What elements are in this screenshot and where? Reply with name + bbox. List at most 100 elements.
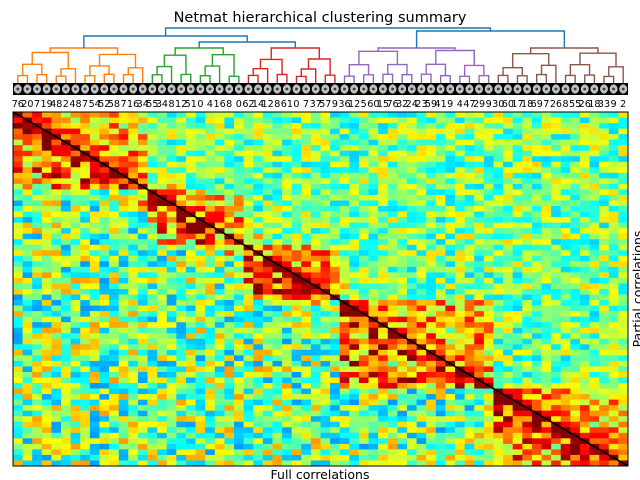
heatmap-cell bbox=[531, 333, 542, 340]
heatmap-cell bbox=[147, 344, 158, 351]
heatmap-cell bbox=[503, 410, 513, 417]
heatmap-cell bbox=[512, 112, 523, 118]
heatmap-cell bbox=[493, 460, 504, 467]
heatmap-cell bbox=[512, 377, 523, 384]
heatmap-cell bbox=[291, 255, 302, 262]
heatmap-cell bbox=[435, 366, 446, 373]
heatmap-cell bbox=[262, 454, 273, 461]
node-thumbnail bbox=[90, 84, 99, 94]
heatmap-cell bbox=[378, 123, 389, 129]
heatmap-cell bbox=[378, 394, 389, 400]
heatmap-cell bbox=[253, 294, 264, 301]
heatmap-cell bbox=[560, 222, 571, 229]
heatmap-cell bbox=[109, 239, 119, 246]
node-tick-label: 34 bbox=[156, 99, 168, 110]
heatmap-cell bbox=[243, 399, 254, 406]
heatmap-cell bbox=[128, 272, 139, 279]
heatmap-cell bbox=[214, 432, 225, 439]
heatmap-cell bbox=[22, 311, 33, 317]
heatmap-cell bbox=[253, 189, 264, 196]
heatmap-cell bbox=[416, 289, 427, 295]
heatmap-cell bbox=[493, 233, 504, 240]
heatmap-cell bbox=[387, 189, 398, 196]
heatmap-cell bbox=[32, 460, 43, 467]
heatmap-cell bbox=[474, 322, 485, 329]
heatmap-cell bbox=[243, 117, 254, 124]
heatmap-cell bbox=[618, 250, 629, 257]
heatmap-cell bbox=[109, 272, 119, 279]
heatmap-cell bbox=[618, 277, 629, 284]
node-tick-label: 55 bbox=[146, 99, 158, 110]
heatmap-cell bbox=[32, 300, 43, 306]
heatmap-cell bbox=[41, 338, 52, 345]
heatmap-cell bbox=[310, 194, 321, 201]
heatmap-cell bbox=[195, 454, 206, 461]
heatmap-cell bbox=[195, 123, 206, 129]
heatmap-cell bbox=[416, 145, 427, 152]
heatmap-cell bbox=[483, 117, 494, 124]
heatmap-cell bbox=[13, 305, 23, 312]
heatmap-cell bbox=[128, 183, 139, 190]
heatmap-cell bbox=[137, 206, 148, 212]
heatmap-cell bbox=[551, 399, 562, 406]
heatmap-cell bbox=[503, 454, 513, 461]
heatmap-cell bbox=[80, 189, 91, 196]
heatmap-cell bbox=[157, 283, 168, 290]
heatmap-cell bbox=[349, 394, 360, 400]
heatmap-cell bbox=[301, 233, 312, 240]
heatmap-cell bbox=[128, 327, 139, 334]
heatmap-cell bbox=[301, 377, 312, 384]
heatmap-cell bbox=[483, 394, 494, 400]
heatmap-cell bbox=[89, 194, 100, 201]
heatmap-cell bbox=[99, 349, 110, 356]
heatmap-cell bbox=[99, 233, 110, 240]
heatmap-cell bbox=[80, 194, 91, 201]
heatmap-cell bbox=[99, 211, 110, 218]
heatmap-cell bbox=[493, 344, 504, 351]
heatmap-cell bbox=[89, 460, 100, 467]
heatmap-cell bbox=[185, 206, 196, 212]
heatmap-cell bbox=[61, 244, 71, 251]
heatmap-cell bbox=[61, 250, 71, 257]
heatmap-cell bbox=[378, 338, 389, 345]
heatmap-cell bbox=[166, 139, 177, 146]
heatmap-cell bbox=[22, 239, 33, 246]
heatmap-cell bbox=[234, 289, 244, 295]
heatmap-cell bbox=[435, 311, 446, 317]
heatmap-cell bbox=[445, 410, 456, 417]
heatmap-cell bbox=[157, 333, 168, 340]
heatmap-cell bbox=[41, 250, 52, 257]
heatmap-cell bbox=[253, 377, 264, 384]
heatmap-cell bbox=[426, 294, 437, 301]
heatmap-cell bbox=[195, 377, 206, 384]
heatmap-cell bbox=[406, 289, 417, 295]
heatmap-cell bbox=[551, 117, 562, 124]
heatmap-cell bbox=[570, 145, 581, 152]
heatmap-cell bbox=[205, 305, 216, 312]
heatmap-cell bbox=[589, 266, 600, 273]
heatmap-cell bbox=[397, 244, 408, 251]
heatmap-cell bbox=[570, 327, 581, 334]
heatmap-cell bbox=[426, 394, 437, 400]
heatmap-cell bbox=[387, 161, 398, 168]
heatmap-cell bbox=[51, 333, 62, 340]
heatmap-cell bbox=[128, 128, 139, 135]
heatmap-cell bbox=[195, 272, 206, 279]
heatmap-cell bbox=[185, 377, 196, 384]
heatmap-cell bbox=[493, 327, 504, 334]
heatmap-cell bbox=[320, 277, 331, 284]
heatmap-cell bbox=[70, 239, 81, 246]
heatmap-cell bbox=[416, 449, 427, 456]
heatmap-cell bbox=[205, 272, 216, 279]
heatmap-cell bbox=[185, 327, 196, 334]
heatmap-cell bbox=[493, 250, 504, 257]
heatmap-cell bbox=[224, 123, 235, 129]
heatmap-cell bbox=[32, 355, 43, 362]
heatmap-cell bbox=[109, 145, 119, 152]
heatmap-cell bbox=[599, 399, 610, 406]
heatmap-cell bbox=[551, 233, 562, 240]
heatmap-cell bbox=[51, 239, 62, 246]
heatmap-cell bbox=[205, 316, 216, 323]
heatmap-cell bbox=[330, 394, 341, 400]
